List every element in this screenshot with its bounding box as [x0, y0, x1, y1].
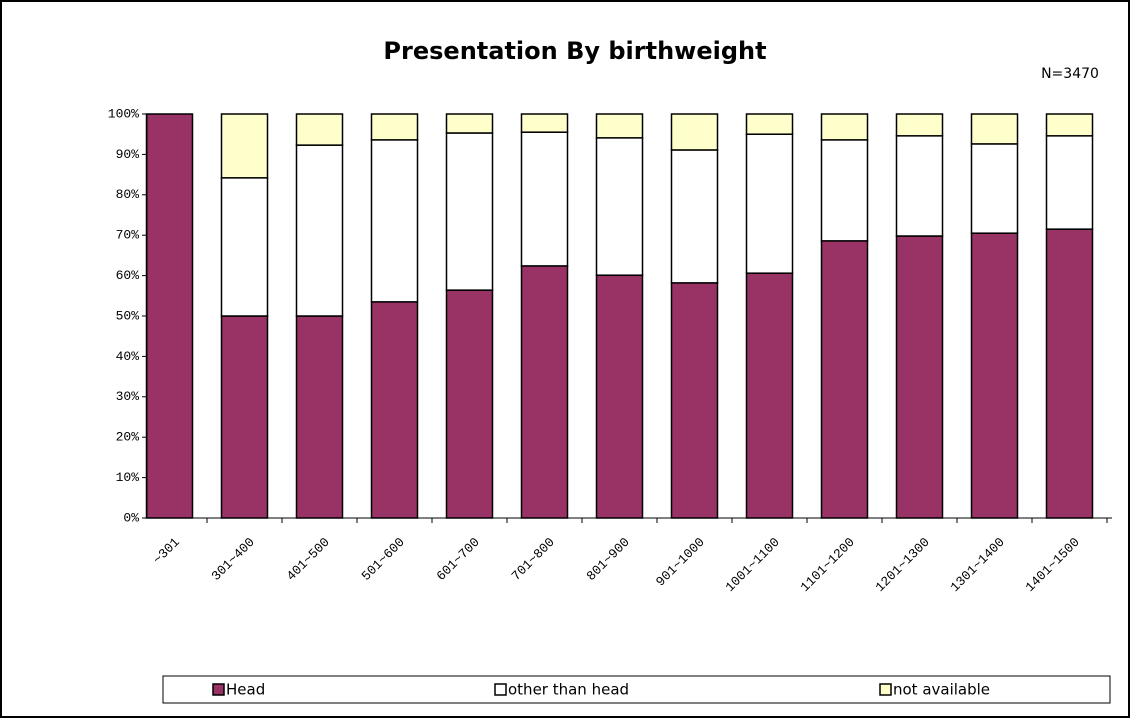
bar-segment: [220, 315, 269, 519]
bar-segment: [595, 137, 644, 276]
y-tick-label: 0%: [123, 510, 139, 525]
bar-segment: [895, 135, 944, 237]
bar-segment: [595, 274, 644, 519]
y-tick-label: 10%: [116, 470, 140, 485]
legend-label: not available: [893, 681, 990, 699]
bar-segment: [670, 282, 719, 519]
bar-segment: [670, 149, 719, 284]
bar-segment: [370, 113, 419, 141]
bar-segment: [295, 113, 344, 146]
y-tick-label: 40%: [116, 349, 140, 364]
bar-segment: [970, 232, 1019, 519]
bar-segment: [895, 235, 944, 519]
bar-segment: [445, 132, 494, 291]
bar-segment: [970, 113, 1019, 145]
bar-segment: [970, 143, 1019, 234]
bar-segment: [295, 315, 344, 519]
bar-segment: [745, 113, 794, 135]
bar-segment: [370, 301, 419, 519]
chart-subtitle: N=3470: [1041, 66, 1099, 82]
legend-swatch: [212, 683, 225, 696]
bar-segment: [220, 177, 269, 317]
bar-segment: [520, 113, 569, 133]
y-tick-label: 100%: [108, 106, 139, 121]
legend-swatch: [494, 683, 507, 696]
legend-box: [162, 675, 1111, 704]
y-tick-label: 60%: [116, 268, 140, 283]
legend-label: other than head: [508, 681, 629, 699]
y-tick-label: 90%: [116, 147, 140, 162]
bar-segment: [745, 272, 794, 519]
y-tick-label: 20%: [116, 430, 140, 445]
legend-label: Head: [226, 681, 265, 699]
y-tick-label: 50%: [116, 308, 140, 323]
y-tick-label: 70%: [116, 228, 140, 243]
bar-segment: [295, 144, 344, 317]
y-tick-label: 30%: [116, 389, 140, 404]
bar-segment: [445, 289, 494, 519]
bar-segment: [895, 113, 944, 137]
bar-segment: [220, 113, 269, 179]
bar-segment: [520, 131, 569, 267]
bar-segment: [370, 139, 419, 303]
legend-swatch: [879, 683, 892, 696]
bar-segment: [1045, 228, 1094, 519]
bar-segment: [145, 113, 194, 519]
bar-segment: [820, 139, 869, 242]
bar-segment: [1045, 135, 1094, 230]
bar-segment: [595, 113, 644, 139]
bar-segment: [820, 113, 869, 141]
y-tick-label: 80%: [116, 187, 140, 202]
bar-segment: [1045, 113, 1094, 137]
bar-segment: [745, 133, 794, 274]
chart-title: Presentation By birthweight: [383, 37, 766, 65]
bar-segment: [445, 113, 494, 134]
bar-segment: [820, 240, 869, 519]
bar-segment: [670, 113, 719, 151]
bar-segment: [520, 265, 569, 519]
